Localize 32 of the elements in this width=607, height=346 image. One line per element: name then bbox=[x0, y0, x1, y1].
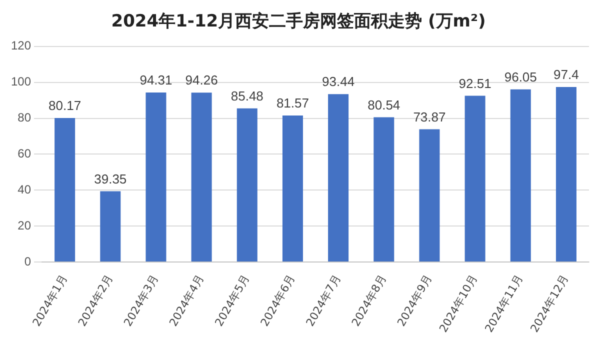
bar bbox=[328, 94, 349, 262]
y-tick-label: 120 bbox=[10, 38, 32, 53]
bar bbox=[464, 96, 486, 262]
y-tick-label: 80 bbox=[18, 110, 32, 125]
y-tick-label: 60 bbox=[18, 146, 32, 161]
y-tick-label: 20 bbox=[18, 218, 32, 232]
bar bbox=[191, 92, 212, 262]
data-label: 39.35 bbox=[94, 171, 127, 186]
bar bbox=[556, 87, 576, 262]
bar bbox=[510, 89, 531, 262]
y-tick-label: 0 bbox=[24, 254, 32, 268]
y-tick-label: 100 bbox=[10, 74, 32, 89]
data-label: 93.44 bbox=[322, 74, 355, 90]
y-tick-label: 40 bbox=[18, 182, 32, 196]
bar bbox=[146, 92, 166, 262]
data-label: 96.05 bbox=[504, 70, 537, 85]
data-label: 94.26 bbox=[185, 72, 218, 88]
data-label: 94.31 bbox=[140, 72, 172, 88]
bar bbox=[282, 115, 303, 262]
data-label: 97.4 bbox=[554, 67, 579, 82]
bar bbox=[374, 117, 394, 262]
bar bbox=[419, 129, 440, 262]
data-label: 80.17 bbox=[48, 98, 82, 114]
chart-title: 2024年1-12月西安二手房网签面积走势 (万m²) bbox=[111, 12, 486, 32]
data-label: 85.48 bbox=[230, 88, 264, 104]
bar bbox=[100, 191, 121, 262]
bar bbox=[54, 118, 76, 262]
data-label: 81.57 bbox=[276, 96, 309, 111]
data-label: 80.54 bbox=[368, 97, 400, 112]
data-label: 73.87 bbox=[413, 109, 446, 124]
bar bbox=[236, 108, 258, 262]
data-label: 92.51 bbox=[458, 76, 492, 91]
